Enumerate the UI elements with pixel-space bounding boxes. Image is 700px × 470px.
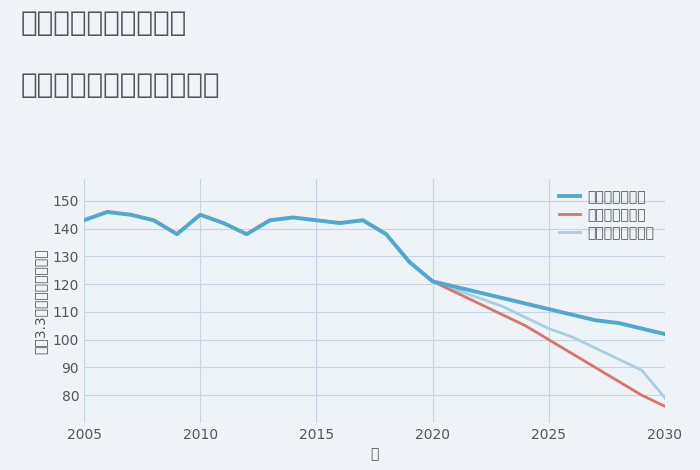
バッドシナリオ [568,351,576,356]
グッドシナリオ [498,295,507,301]
グッドシナリオ [126,212,134,218]
ノーマルシナリオ [358,218,367,223]
ノーマルシナリオ [312,218,321,223]
ノーマルシナリオ [591,345,599,351]
Legend: グッドシナリオ, バッドシナリオ, ノーマルシナリオ: グッドシナリオ, バッドシナリオ, ノーマルシナリオ [555,186,658,244]
ノーマルシナリオ [173,231,181,237]
グッドシナリオ [103,209,111,215]
グッドシナリオ [522,301,530,306]
グッドシナリオ [196,212,204,218]
バッドシナリオ [452,290,460,295]
ノーマルシナリオ [475,295,483,301]
ノーマルシナリオ [126,212,134,218]
ノーマルシナリオ [661,395,669,401]
グッドシナリオ [475,290,483,295]
グッドシナリオ [591,317,599,323]
バッドシナリオ [428,279,437,284]
ノーマルシナリオ [545,326,553,331]
バッドシナリオ [615,378,623,384]
バッドシナリオ [498,312,507,318]
グッドシナリオ [638,326,646,331]
バッドシナリオ [661,404,669,409]
ノーマルシナリオ [382,231,391,237]
グッドシナリオ [242,231,251,237]
グッドシナリオ [405,259,414,265]
Line: グッドシナリオ: グッドシナリオ [84,212,665,334]
グッドシナリオ [150,218,158,223]
ノーマルシナリオ [638,368,646,373]
グッドシナリオ [219,220,228,226]
ノーマルシナリオ [289,215,298,220]
グッドシナリオ [289,215,298,220]
Text: 大阪府貝塚市地蔵堂の: 大阪府貝塚市地蔵堂の [21,9,188,38]
ノーマルシナリオ [428,279,437,284]
グッドシナリオ [615,320,623,326]
ノーマルシナリオ [452,287,460,292]
Text: 中古マンションの価格推移: 中古マンションの価格推移 [21,70,221,99]
バッドシナリオ [522,323,530,329]
Y-axis label: 坪（3.3㎡）単価（万円）: 坪（3.3㎡）単価（万円） [33,248,47,353]
ノーマルシナリオ [335,220,344,226]
ノーマルシナリオ [568,334,576,340]
グッドシナリオ [545,306,553,312]
バッドシナリオ [591,365,599,370]
ノーマルシナリオ [219,220,228,226]
ノーマルシナリオ [150,218,158,223]
ノーマルシナリオ [103,209,111,215]
ノーマルシナリオ [498,304,507,309]
グッドシナリオ [266,218,274,223]
バッドシナリオ [638,392,646,398]
ノーマルシナリオ [266,218,274,223]
グッドシナリオ [312,218,321,223]
グッドシナリオ [452,284,460,290]
X-axis label: 年: 年 [370,447,379,462]
グッドシナリオ [335,220,344,226]
ノーマルシナリオ [196,212,204,218]
グッドシナリオ [428,279,437,284]
グッドシナリオ [173,231,181,237]
グッドシナリオ [358,218,367,223]
Line: バッドシナリオ: バッドシナリオ [433,282,665,407]
グッドシナリオ [80,218,88,223]
バッドシナリオ [545,337,553,343]
バッドシナリオ [475,301,483,306]
ノーマルシナリオ [80,218,88,223]
ノーマルシナリオ [522,314,530,320]
グッドシナリオ [661,331,669,337]
グッドシナリオ [382,231,391,237]
Line: ノーマルシナリオ: ノーマルシナリオ [84,212,665,398]
ノーマルシナリオ [242,231,251,237]
ノーマルシナリオ [615,356,623,362]
グッドシナリオ [568,312,576,318]
ノーマルシナリオ [405,259,414,265]
